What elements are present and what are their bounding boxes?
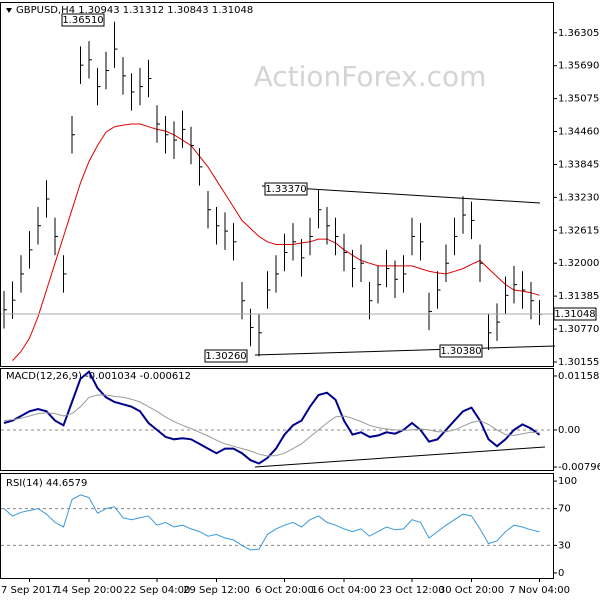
x-tick-label: 6 Oct 20:00 [255, 585, 314, 596]
trendline [261, 185, 541, 204]
y-tick-label: 30 [558, 540, 571, 551]
rsi-frame [0, 473, 554, 579]
x-tick-label: 14 Sep 20:00 [56, 585, 123, 596]
annotation-box [553, 307, 597, 321]
moving-average [12, 123, 540, 361]
annotation-box [204, 349, 248, 363]
macd-frame [0, 368, 554, 471]
annotation-box [439, 344, 483, 358]
y-tick-label: 70 [558, 504, 571, 515]
y-tick-label: 1.36305 [558, 28, 599, 39]
y-tick-label: 0 [558, 568, 564, 579]
x-tick-label: 7 Sep 2017 [1, 585, 58, 596]
x-tick-label: 30 Oct 20:00 [439, 585, 504, 596]
macd-title: MACD(12,26,9) -0.001034 -0.000612 [6, 371, 191, 382]
y-tick-label: 100 [558, 476, 577, 487]
x-tick-label: 7 Nov 04:00 [509, 585, 570, 596]
annotation: 1.36510 [62, 15, 103, 26]
annotation: 1.30260 [205, 351, 246, 362]
y-tick-label: 1.30770 [558, 324, 599, 335]
annotation-box [61, 13, 105, 27]
y-tick-label: 1.30155 [558, 357, 599, 368]
y-tick-label: 1.32615 [558, 225, 599, 236]
chart-title: GBPUSD,H4 1.30943 1.31312 1.30843 1.3104… [16, 5, 253, 16]
y-tick-label: 0.00 [558, 425, 580, 436]
y-tick-label: 1.33230 [558, 192, 599, 203]
annotation: 1.31048 [554, 309, 595, 320]
y-tick-label: 1.35690 [558, 61, 599, 72]
x-tick-label: 23 Oct 12:00 [379, 585, 444, 596]
y-tick-label: 1.32000 [558, 258, 599, 269]
trendline [254, 345, 556, 356]
y-tick-label: 0.011588 [558, 371, 600, 382]
collapse-icon [6, 8, 12, 13]
x-tick-label: 29 Sep 12:00 [183, 585, 250, 596]
x-tick-label: 22 Sep 04:00 [124, 585, 191, 596]
watermark: ActionForex.com [254, 60, 487, 93]
rsi-title: RSI(14) 44.6579 [6, 478, 87, 489]
y-tick-label: 1.33845 [558, 159, 599, 170]
indicator-line [3, 370, 541, 465]
indicator-line [3, 494, 540, 551]
x-tick-label: 16 Oct 04:00 [311, 585, 376, 596]
price-frame [0, 2, 554, 367]
indicator-line [3, 394, 540, 457]
y-tick-label: 1.34460 [558, 127, 599, 138]
trendline [254, 446, 546, 468]
y-tick-label: 1.35075 [558, 94, 599, 105]
annotation-box [264, 182, 308, 196]
annotation: 1.33370 [265, 184, 306, 195]
annotation: 1.30380 [440, 346, 481, 357]
y-tick-label: 1.31385 [558, 291, 599, 302]
